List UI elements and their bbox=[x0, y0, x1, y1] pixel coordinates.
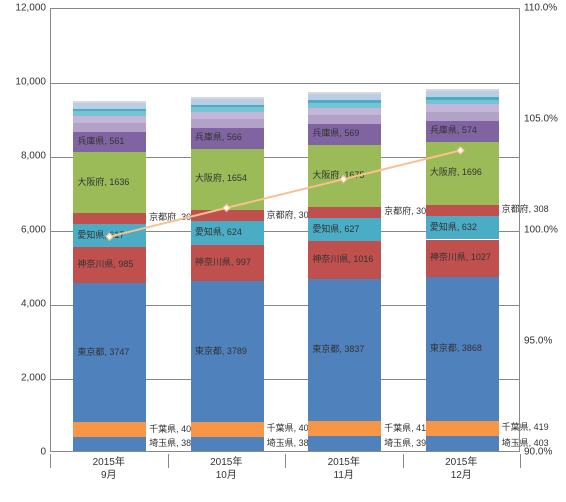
x-month: 11月 bbox=[334, 470, 354, 481]
bar-segment-その他6 bbox=[191, 97, 264, 99]
y-left-tick-label: 6,000 bbox=[6, 225, 46, 236]
x-category-label: 2015年 10月 bbox=[168, 452, 286, 502]
bar-segment-埼玉県 bbox=[308, 436, 381, 451]
bar-segment-その他4 bbox=[308, 100, 381, 103]
x-category-label: 2015年 12月 bbox=[403, 452, 521, 502]
bar-segment-東京都 bbox=[191, 281, 264, 421]
bar-segment-埼玉県 bbox=[426, 436, 499, 451]
bar-segment-その他5 bbox=[191, 99, 264, 105]
bar-segment-兵庫県 bbox=[426, 121, 499, 142]
segment-label: 京都府, 308 bbox=[502, 202, 549, 215]
x-separator bbox=[520, 454, 521, 468]
bar-segment-その他3 bbox=[73, 111, 146, 115]
bar-segment-神奈川県 bbox=[191, 245, 264, 282]
x-category-label: 2015年 9月 bbox=[50, 452, 168, 502]
bar-segment-兵庫県 bbox=[308, 124, 381, 145]
bar-segment-愛知県 bbox=[191, 221, 264, 244]
segment-label: 埼玉県, 399 bbox=[384, 436, 431, 449]
x-year: 2015年 bbox=[328, 457, 360, 468]
bar-segment-その他2 bbox=[191, 112, 264, 119]
bar-segment-大阪府 bbox=[426, 142, 499, 205]
x-separator bbox=[50, 454, 51, 468]
bar-segment-その他3 bbox=[426, 100, 499, 105]
bar-segment-千葉県 bbox=[426, 421, 499, 437]
bar-segment-その他1 bbox=[73, 123, 146, 132]
bar-segment-神奈川県 bbox=[73, 247, 146, 283]
segment-label: 京都府, 308 bbox=[384, 204, 431, 217]
bar-segment-その他3 bbox=[308, 103, 381, 108]
bar-segment-大阪府 bbox=[73, 152, 146, 213]
bar-segment-大阪府 bbox=[191, 149, 264, 210]
bar-segment-その他6 bbox=[308, 92, 381, 94]
bar-segment-その他2 bbox=[426, 104, 499, 112]
bar-segment-東京都 bbox=[308, 279, 381, 421]
bar-segment-その他4 bbox=[426, 97, 499, 100]
bar-segment-愛知県 bbox=[73, 224, 146, 247]
bar-segment-その他6 bbox=[426, 89, 499, 91]
x-separator bbox=[403, 454, 404, 468]
bar-segment-千葉県 bbox=[191, 422, 264, 437]
bar-segment-大阪府 bbox=[308, 145, 381, 207]
x-year: 2015年 bbox=[93, 457, 125, 468]
stacked-bar-chart: 埼玉県, 380千葉県, 403東京都, 3747神奈川県, 985愛知県, 6… bbox=[0, 0, 566, 502]
x-month: 10月 bbox=[216, 470, 237, 481]
y-left-tick-label: 0 bbox=[6, 447, 46, 458]
y-right-tick-label: 110.0% bbox=[524, 3, 557, 14]
bar-segment-その他6 bbox=[73, 101, 146, 103]
x-separator bbox=[168, 454, 169, 468]
x-month: 12月 bbox=[451, 470, 472, 481]
bar-segment-愛知県 bbox=[308, 218, 381, 241]
bar-segment-兵庫県 bbox=[73, 132, 146, 153]
bar-segment-その他5 bbox=[426, 91, 499, 97]
plot-area: 埼玉県, 380千葉県, 403東京都, 3747神奈川県, 985愛知県, 6… bbox=[50, 8, 520, 452]
y-left-tick-label: 12,000 bbox=[6, 3, 46, 14]
bar-segment-京都府 bbox=[73, 213, 146, 224]
segment-label: 埼玉県, 380 bbox=[149, 436, 196, 449]
bar-segment-その他5 bbox=[73, 103, 146, 109]
y-right-tick-label: 90.0% bbox=[524, 447, 552, 458]
bar-segment-その他2 bbox=[73, 116, 146, 123]
bar-segment-神奈川県 bbox=[426, 240, 499, 278]
x-year: 2015年 bbox=[445, 457, 477, 468]
bar-segment-その他1 bbox=[191, 119, 264, 128]
segment-label: 千葉県, 415 bbox=[384, 421, 431, 434]
bar-segment-埼玉県 bbox=[191, 437, 264, 451]
segment-label: 埼玉県, 387 bbox=[267, 436, 314, 449]
bar-segment-神奈川県 bbox=[308, 241, 381, 279]
x-separator bbox=[285, 454, 286, 468]
bar-segment-兵庫県 bbox=[191, 128, 264, 149]
y-right-tick-label: 105.0% bbox=[524, 114, 558, 125]
segment-label: 千葉県, 403 bbox=[149, 422, 196, 435]
bar-segment-その他1 bbox=[426, 112, 499, 121]
bar-segment-千葉県 bbox=[73, 422, 146, 437]
y-left-tick-label: 8,000 bbox=[6, 151, 46, 162]
bar-segment-その他2 bbox=[308, 108, 381, 116]
y-right-tick-label: 100.0% bbox=[524, 225, 558, 236]
grid-line bbox=[51, 83, 519, 84]
x-year: 2015年 bbox=[210, 457, 242, 468]
segment-label: 千葉県, 408 bbox=[267, 421, 314, 434]
bar-segment-その他4 bbox=[191, 105, 264, 108]
x-month: 9月 bbox=[101, 470, 117, 481]
bar-segment-東京都 bbox=[426, 277, 499, 420]
segment-label: 千葉県, 419 bbox=[502, 420, 549, 433]
bar-segment-その他5 bbox=[308, 94, 381, 100]
x-category-label: 2015年 11月 bbox=[285, 452, 403, 502]
y-right-tick-label: 95.0% bbox=[524, 336, 552, 347]
bar-segment-京都府 bbox=[426, 205, 499, 216]
bar-segment-その他4 bbox=[73, 109, 146, 112]
bar-segment-愛知県 bbox=[426, 216, 499, 239]
bar-segment-千葉県 bbox=[308, 421, 381, 436]
y-left-tick-label: 4,000 bbox=[6, 299, 46, 310]
bar-segment-埼玉県 bbox=[73, 437, 146, 451]
y-left-tick-label: 10,000 bbox=[6, 77, 46, 88]
bar-segment-その他1 bbox=[308, 115, 381, 124]
segment-label: 京都府, 306 bbox=[149, 210, 196, 223]
bar-segment-京都府 bbox=[308, 207, 381, 218]
bar-segment-その他3 bbox=[191, 107, 264, 112]
bar-segment-東京都 bbox=[73, 283, 146, 422]
segment-label: 京都府, 308 bbox=[267, 208, 314, 221]
y-left-tick-label: 2,000 bbox=[6, 373, 46, 384]
bar-segment-京都府 bbox=[191, 210, 264, 221]
